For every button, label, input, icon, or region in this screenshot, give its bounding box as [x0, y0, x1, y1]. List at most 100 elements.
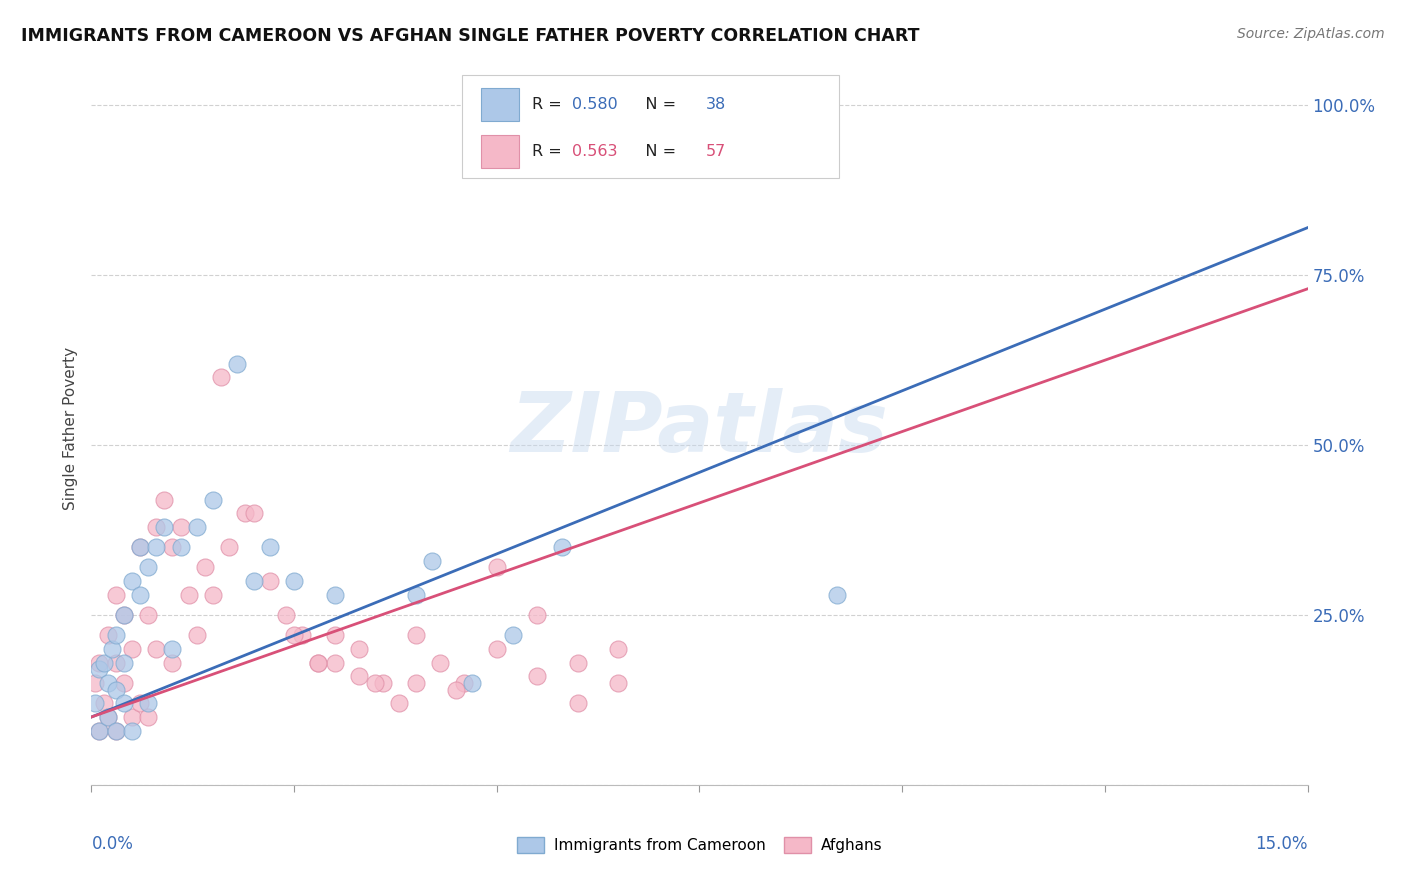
Point	[526, 608, 548, 623]
Point	[218, 540, 240, 554]
Point	[405, 628, 427, 642]
Text: R =: R =	[531, 144, 567, 159]
Point	[364, 676, 387, 690]
Point	[129, 697, 152, 711]
Point	[664, 98, 686, 112]
Point	[420, 554, 443, 568]
Text: 0.563: 0.563	[572, 144, 617, 159]
Point	[526, 669, 548, 683]
Point	[209, 370, 232, 384]
FancyBboxPatch shape	[463, 75, 839, 178]
Point	[89, 723, 111, 738]
Point	[485, 642, 508, 657]
Point	[112, 656, 135, 670]
Point	[177, 588, 200, 602]
Point	[104, 682, 127, 697]
Text: 38: 38	[706, 96, 725, 112]
Point	[169, 519, 191, 533]
Point	[607, 642, 630, 657]
Point	[567, 656, 589, 670]
Point	[136, 710, 159, 724]
Point	[97, 710, 120, 724]
Point	[121, 723, 143, 738]
Point	[129, 588, 152, 602]
Point	[145, 540, 167, 554]
Point	[242, 506, 264, 520]
Point	[827, 588, 849, 602]
Point	[307, 656, 329, 670]
Point	[136, 697, 159, 711]
Point	[485, 560, 508, 574]
Point	[461, 676, 484, 690]
Point	[405, 588, 427, 602]
Text: R =: R =	[531, 96, 567, 112]
Point	[323, 588, 346, 602]
Point	[121, 574, 143, 588]
Point	[112, 697, 135, 711]
Point	[186, 628, 208, 642]
Point	[112, 608, 135, 623]
Point	[89, 662, 111, 676]
Point	[93, 656, 115, 670]
Point	[202, 588, 225, 602]
Text: N =: N =	[630, 144, 682, 159]
Point	[84, 676, 107, 690]
Text: 57: 57	[706, 144, 725, 159]
Point	[145, 642, 167, 657]
Point	[226, 357, 249, 371]
Point	[274, 608, 297, 623]
Point	[104, 656, 127, 670]
Point	[104, 723, 127, 738]
Point	[745, 153, 768, 167]
Point	[453, 676, 475, 690]
Point	[153, 492, 176, 507]
Text: IMMIGRANTS FROM CAMEROON VS AFGHAN SINGLE FATHER POVERTY CORRELATION CHART: IMMIGRANTS FROM CAMEROON VS AFGHAN SINGL…	[21, 27, 920, 45]
Point	[373, 676, 395, 690]
Point	[323, 628, 346, 642]
Point	[347, 669, 370, 683]
Point	[162, 642, 184, 657]
Point	[93, 697, 115, 711]
FancyBboxPatch shape	[481, 135, 519, 168]
Point	[323, 656, 346, 670]
Text: 0.0%: 0.0%	[91, 835, 134, 853]
Point	[202, 492, 225, 507]
Point	[169, 540, 191, 554]
Point	[242, 574, 264, 588]
Text: ZIPatlas: ZIPatlas	[510, 388, 889, 468]
Point	[444, 682, 467, 697]
Text: 0.580: 0.580	[572, 96, 617, 112]
Point	[162, 656, 184, 670]
Point	[112, 608, 135, 623]
Point	[283, 574, 305, 588]
Point	[89, 656, 111, 670]
Point	[235, 506, 257, 520]
Point	[405, 676, 427, 690]
Point	[153, 519, 176, 533]
Point	[259, 574, 281, 588]
Point	[104, 723, 127, 738]
Y-axis label: Single Father Poverty: Single Father Poverty	[63, 347, 79, 509]
Point	[607, 676, 630, 690]
Text: 15.0%: 15.0%	[1256, 835, 1308, 853]
Point	[136, 608, 159, 623]
Point	[97, 710, 120, 724]
Legend: Immigrants from Cameroon, Afghans: Immigrants from Cameroon, Afghans	[510, 831, 889, 859]
Point	[347, 642, 370, 657]
Point	[89, 723, 111, 738]
Point	[121, 710, 143, 724]
Point	[129, 540, 152, 554]
Point	[104, 628, 127, 642]
FancyBboxPatch shape	[481, 87, 519, 120]
Point	[550, 540, 572, 554]
Point	[97, 676, 120, 690]
Point	[100, 642, 122, 657]
Point	[429, 656, 451, 670]
Point	[84, 697, 107, 711]
Point	[502, 628, 524, 642]
Text: N =: N =	[630, 96, 682, 112]
Point	[388, 697, 411, 711]
Point	[194, 560, 217, 574]
Point	[186, 519, 208, 533]
Text: Source: ZipAtlas.com: Source: ZipAtlas.com	[1237, 27, 1385, 41]
